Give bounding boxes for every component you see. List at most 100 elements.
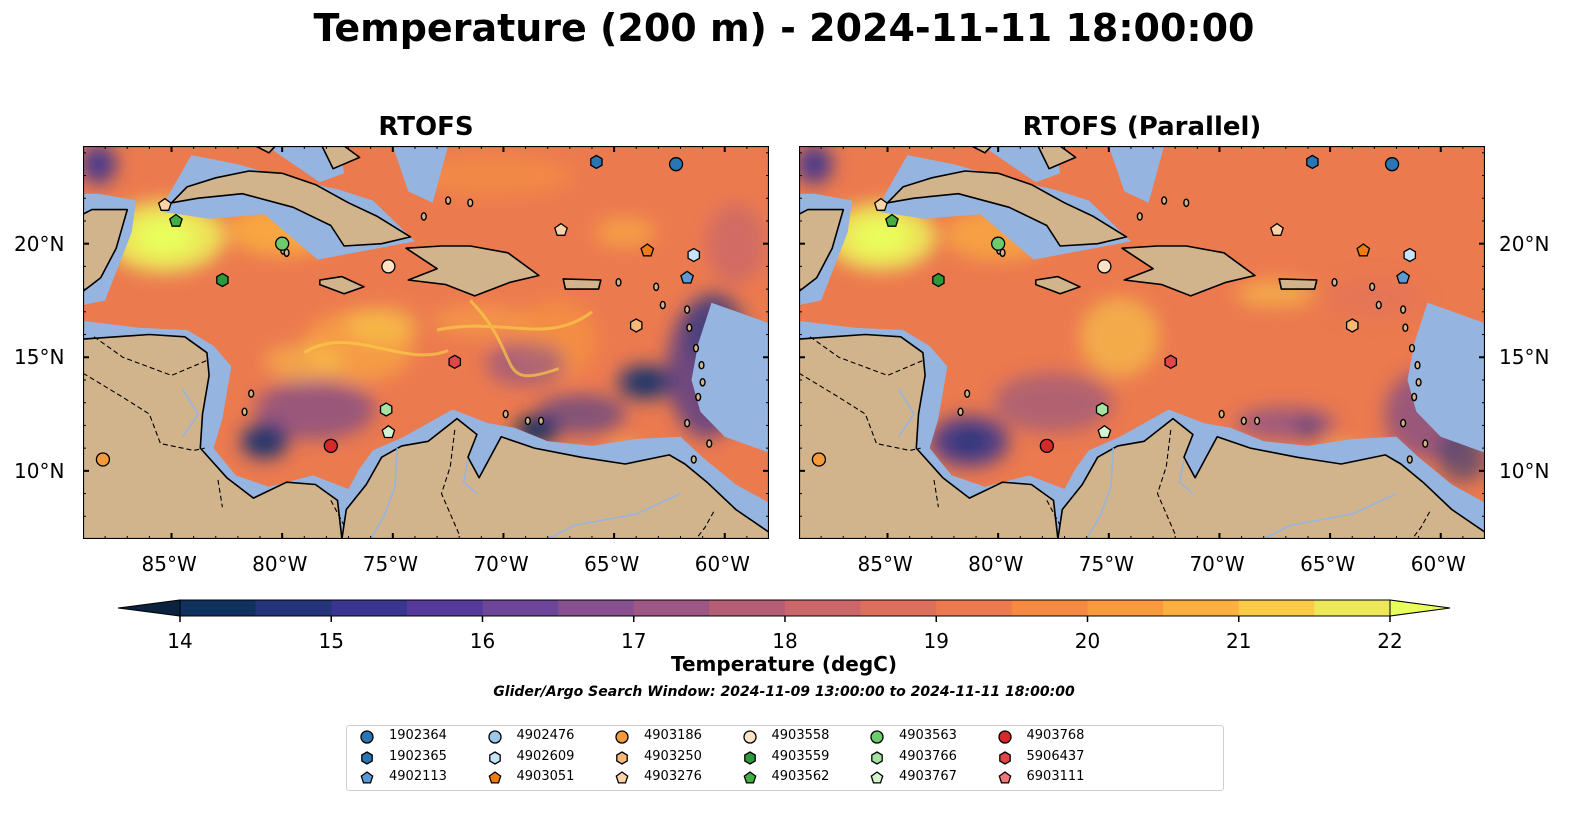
lon-tick-label: 75°W: [1078, 552, 1135, 576]
observation-4903276: [554, 222, 568, 236]
observation-4903051: [1356, 243, 1371, 257]
lon-tick-label: 85°W: [857, 552, 913, 576]
colorbar-tick-label: 14: [167, 629, 192, 653]
observation-4902113: [680, 270, 695, 284]
lat-tick-label-right: 15°N: [1499, 345, 1550, 370]
legend-label: 4903766: [899, 748, 957, 764]
lon-tick-label: 80°W: [968, 552, 1024, 576]
lon-tick-label: 70°W: [1189, 552, 1245, 576]
legend-label: 5906437: [1026, 748, 1085, 764]
lon-tick-label: 85°W: [141, 552, 197, 576]
land: [799, 146, 1485, 539]
lon-tick-label: 75°W: [362, 552, 419, 576]
lat-tick-label-left: 10°N: [14, 458, 65, 483]
colorbar-tick-label: 21: [1226, 629, 1251, 653]
legend-label: 4902113: [389, 769, 447, 784]
circle-marker-icon: [360, 730, 374, 744]
observation-1902365: [1306, 154, 1319, 170]
circle-marker-icon: [997, 730, 1012, 744]
hexagon-marker-icon: [998, 750, 1011, 765]
colorbar-tick-label: 18: [772, 629, 797, 653]
observation-4902609: [687, 247, 701, 263]
colorbar-segment: [331, 600, 408, 616]
legend-label: 4903276: [644, 769, 702, 784]
observation-4903563: [275, 236, 290, 251]
observation-4903562: [169, 213, 183, 227]
legend-marker: [997, 730, 1012, 744]
colorbar-segment: [1314, 600, 1391, 616]
observation-4903276: [1270, 222, 1284, 236]
observation-1902364: [1384, 157, 1400, 172]
colorbar-segment: [255, 600, 332, 616]
legend-label: 4903563: [899, 728, 957, 743]
colorbar-segment: [633, 600, 710, 616]
legend-label: 4903562: [771, 769, 830, 784]
lon-tick-label: 80°W: [252, 552, 308, 576]
lon-tick-label: 60°W: [694, 552, 750, 576]
hexagon-marker-icon: [616, 750, 628, 765]
legend-marker: [488, 771, 501, 784]
legend-marker: [616, 750, 628, 765]
legend-label: 4903558: [771, 728, 830, 743]
colorbar-segment: [1238, 600, 1315, 616]
legend-label: 4903559: [771, 748, 830, 764]
observation-5906437: [1164, 354, 1178, 370]
colorbar-segment: [936, 600, 1013, 616]
legend-marker: [487, 730, 502, 744]
legend-marker: [360, 730, 374, 744]
observation-4903766: [379, 402, 393, 417]
colorbar-tick-label: 15: [319, 629, 344, 653]
hexagon-marker-icon: [743, 750, 756, 765]
observation-4903051: [640, 243, 655, 257]
legend-marker: [870, 771, 884, 784]
colorbar-segment: [860, 600, 937, 616]
observation-4903558: [1097, 259, 1112, 274]
legend-label: 4903250: [644, 748, 702, 764]
legend-marker: [743, 771, 756, 784]
observation-4902113: [1396, 270, 1411, 284]
pentagon-marker-icon: [360, 771, 374, 784]
observation-4903768: [323, 438, 338, 454]
colorbar-segment: [1087, 600, 1164, 616]
colorbar-extend-low: [117, 599, 181, 617]
observation-4903186: [95, 452, 111, 467]
observation-4903559: [932, 272, 945, 288]
lat-tick-label-right: 10°N: [1499, 458, 1550, 483]
colorbar-extend-high: [1389, 599, 1451, 617]
legend-marker: [615, 771, 629, 784]
lat-tick-label-right: 20°N: [1499, 231, 1550, 256]
pentagon-marker-icon: [615, 771, 629, 784]
observation-4902609: [1403, 247, 1417, 263]
colorbar-segment: [482, 600, 559, 616]
lat-tick-label-left: 15°N: [14, 345, 65, 370]
legend-marker: [742, 730, 757, 744]
legend-marker: [871, 750, 883, 765]
lon-tick-label: 65°W: [1300, 552, 1356, 576]
observation-4903276: [157, 197, 172, 211]
colorbar-label: Temperature (degC): [671, 652, 897, 676]
observation-4903767: [1097, 424, 1112, 439]
lon-tick-label: 65°W: [584, 552, 640, 576]
colorbar-segment: [1163, 600, 1240, 616]
legend-label: 6903111: [1026, 769, 1085, 784]
lon-tick-label: 70°W: [473, 552, 529, 576]
panel-title-rtofs: RTOFS: [378, 112, 474, 142]
legend-marker: [361, 750, 373, 765]
observation-4903766: [1095, 402, 1109, 417]
legend-marker: [870, 730, 884, 744]
legend-label: 4903186: [644, 728, 702, 743]
colorbar-tick-label: 19: [924, 629, 949, 653]
colorbar-segment: [1011, 600, 1088, 616]
colorbar-segment: [558, 600, 635, 616]
observation-4903186: [811, 452, 827, 467]
colorbar-tick-label: 22: [1377, 629, 1402, 653]
observation-4903562: [885, 213, 899, 227]
hexagon-marker-icon: [871, 750, 883, 765]
legend-marker: [360, 771, 374, 784]
hexagon-marker-icon: [361, 750, 373, 765]
lon-tick-label: 60°W: [1410, 552, 1466, 576]
search-window-label: Glider/Argo Search Window: 2024-11-09 13…: [493, 684, 1075, 700]
legend-marker: [998, 771, 1011, 784]
legend-marker: [488, 750, 501, 765]
circle-marker-icon: [487, 730, 502, 744]
